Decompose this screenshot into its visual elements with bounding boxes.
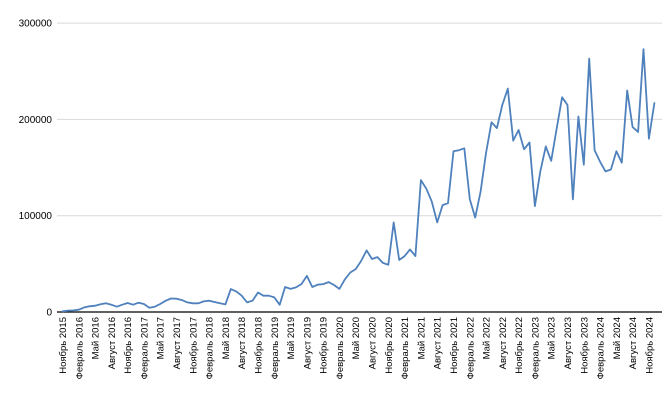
- x-tick-label: Май 2021: [416, 317, 427, 359]
- x-tick-label: Август 2018: [237, 317, 248, 369]
- x-tick-label: Февраль 2016: [74, 317, 85, 379]
- y-tick-label: 200000: [19, 115, 53, 126]
- x-tick-label: Май 2022: [482, 317, 493, 359]
- y-tick-label: 300000: [19, 19, 53, 30]
- x-tick-label: Ноябрь 2021: [449, 317, 460, 374]
- x-tick-label: Ноябрь 2018: [254, 317, 265, 374]
- x-tick-label: Ноябрь 2019: [319, 317, 330, 374]
- x-tick-label: Февраль 2022: [465, 317, 476, 379]
- x-tick-label: Ноябрь 2017: [188, 317, 199, 374]
- x-tick-label: Август 2024: [628, 317, 639, 369]
- y-tick-label: 100000: [19, 211, 53, 222]
- x-tick-label: Май 2016: [91, 317, 102, 359]
- y-tick-label: 0: [46, 308, 52, 319]
- x-tick-label: Ноябрь 2015: [58, 317, 69, 374]
- series-line: [61, 48, 656, 313]
- x-tick-label: Август 2022: [498, 317, 509, 369]
- x-tick-label: Май 2018: [221, 317, 232, 359]
- x-tick-label: Август 2021: [433, 317, 444, 369]
- x-tick-label: Май 2023: [547, 317, 558, 359]
- x-tick-label: Февраль 2017: [139, 317, 150, 379]
- x-tick-label: Ноябрь 2020: [384, 317, 395, 374]
- x-tick-label: Август 2019: [302, 317, 313, 369]
- x-tick-label: Май 2024: [612, 317, 623, 359]
- x-tick-label: Август 2023: [563, 317, 574, 369]
- x-tick-label: Август 2020: [368, 317, 379, 369]
- x-tick-label: Февраль 2023: [530, 317, 541, 379]
- x-tick-label: Май 2017: [156, 317, 167, 359]
- x-tick-label: Август 2017: [172, 317, 183, 369]
- x-tick-label: Ноябрь 2022: [514, 317, 525, 374]
- x-tick-label: Февраль 2020: [335, 317, 346, 379]
- x-tick-label: Февраль 2024: [596, 317, 607, 379]
- x-tick-label: Август 2016: [107, 317, 118, 369]
- x-tick-label: Февраль 2019: [270, 317, 281, 379]
- x-tick-label: Май 2020: [351, 317, 362, 359]
- x-tick-label: Ноябрь 2024: [644, 317, 655, 374]
- x-tick-label: Ноябрь 2016: [123, 317, 134, 374]
- x-tick-label: Ноябрь 2023: [579, 317, 590, 374]
- x-tick-label: Февраль 2021: [400, 317, 411, 379]
- x-tick-label: Май 2019: [286, 317, 297, 359]
- x-tick-label: Февраль 2018: [205, 317, 216, 379]
